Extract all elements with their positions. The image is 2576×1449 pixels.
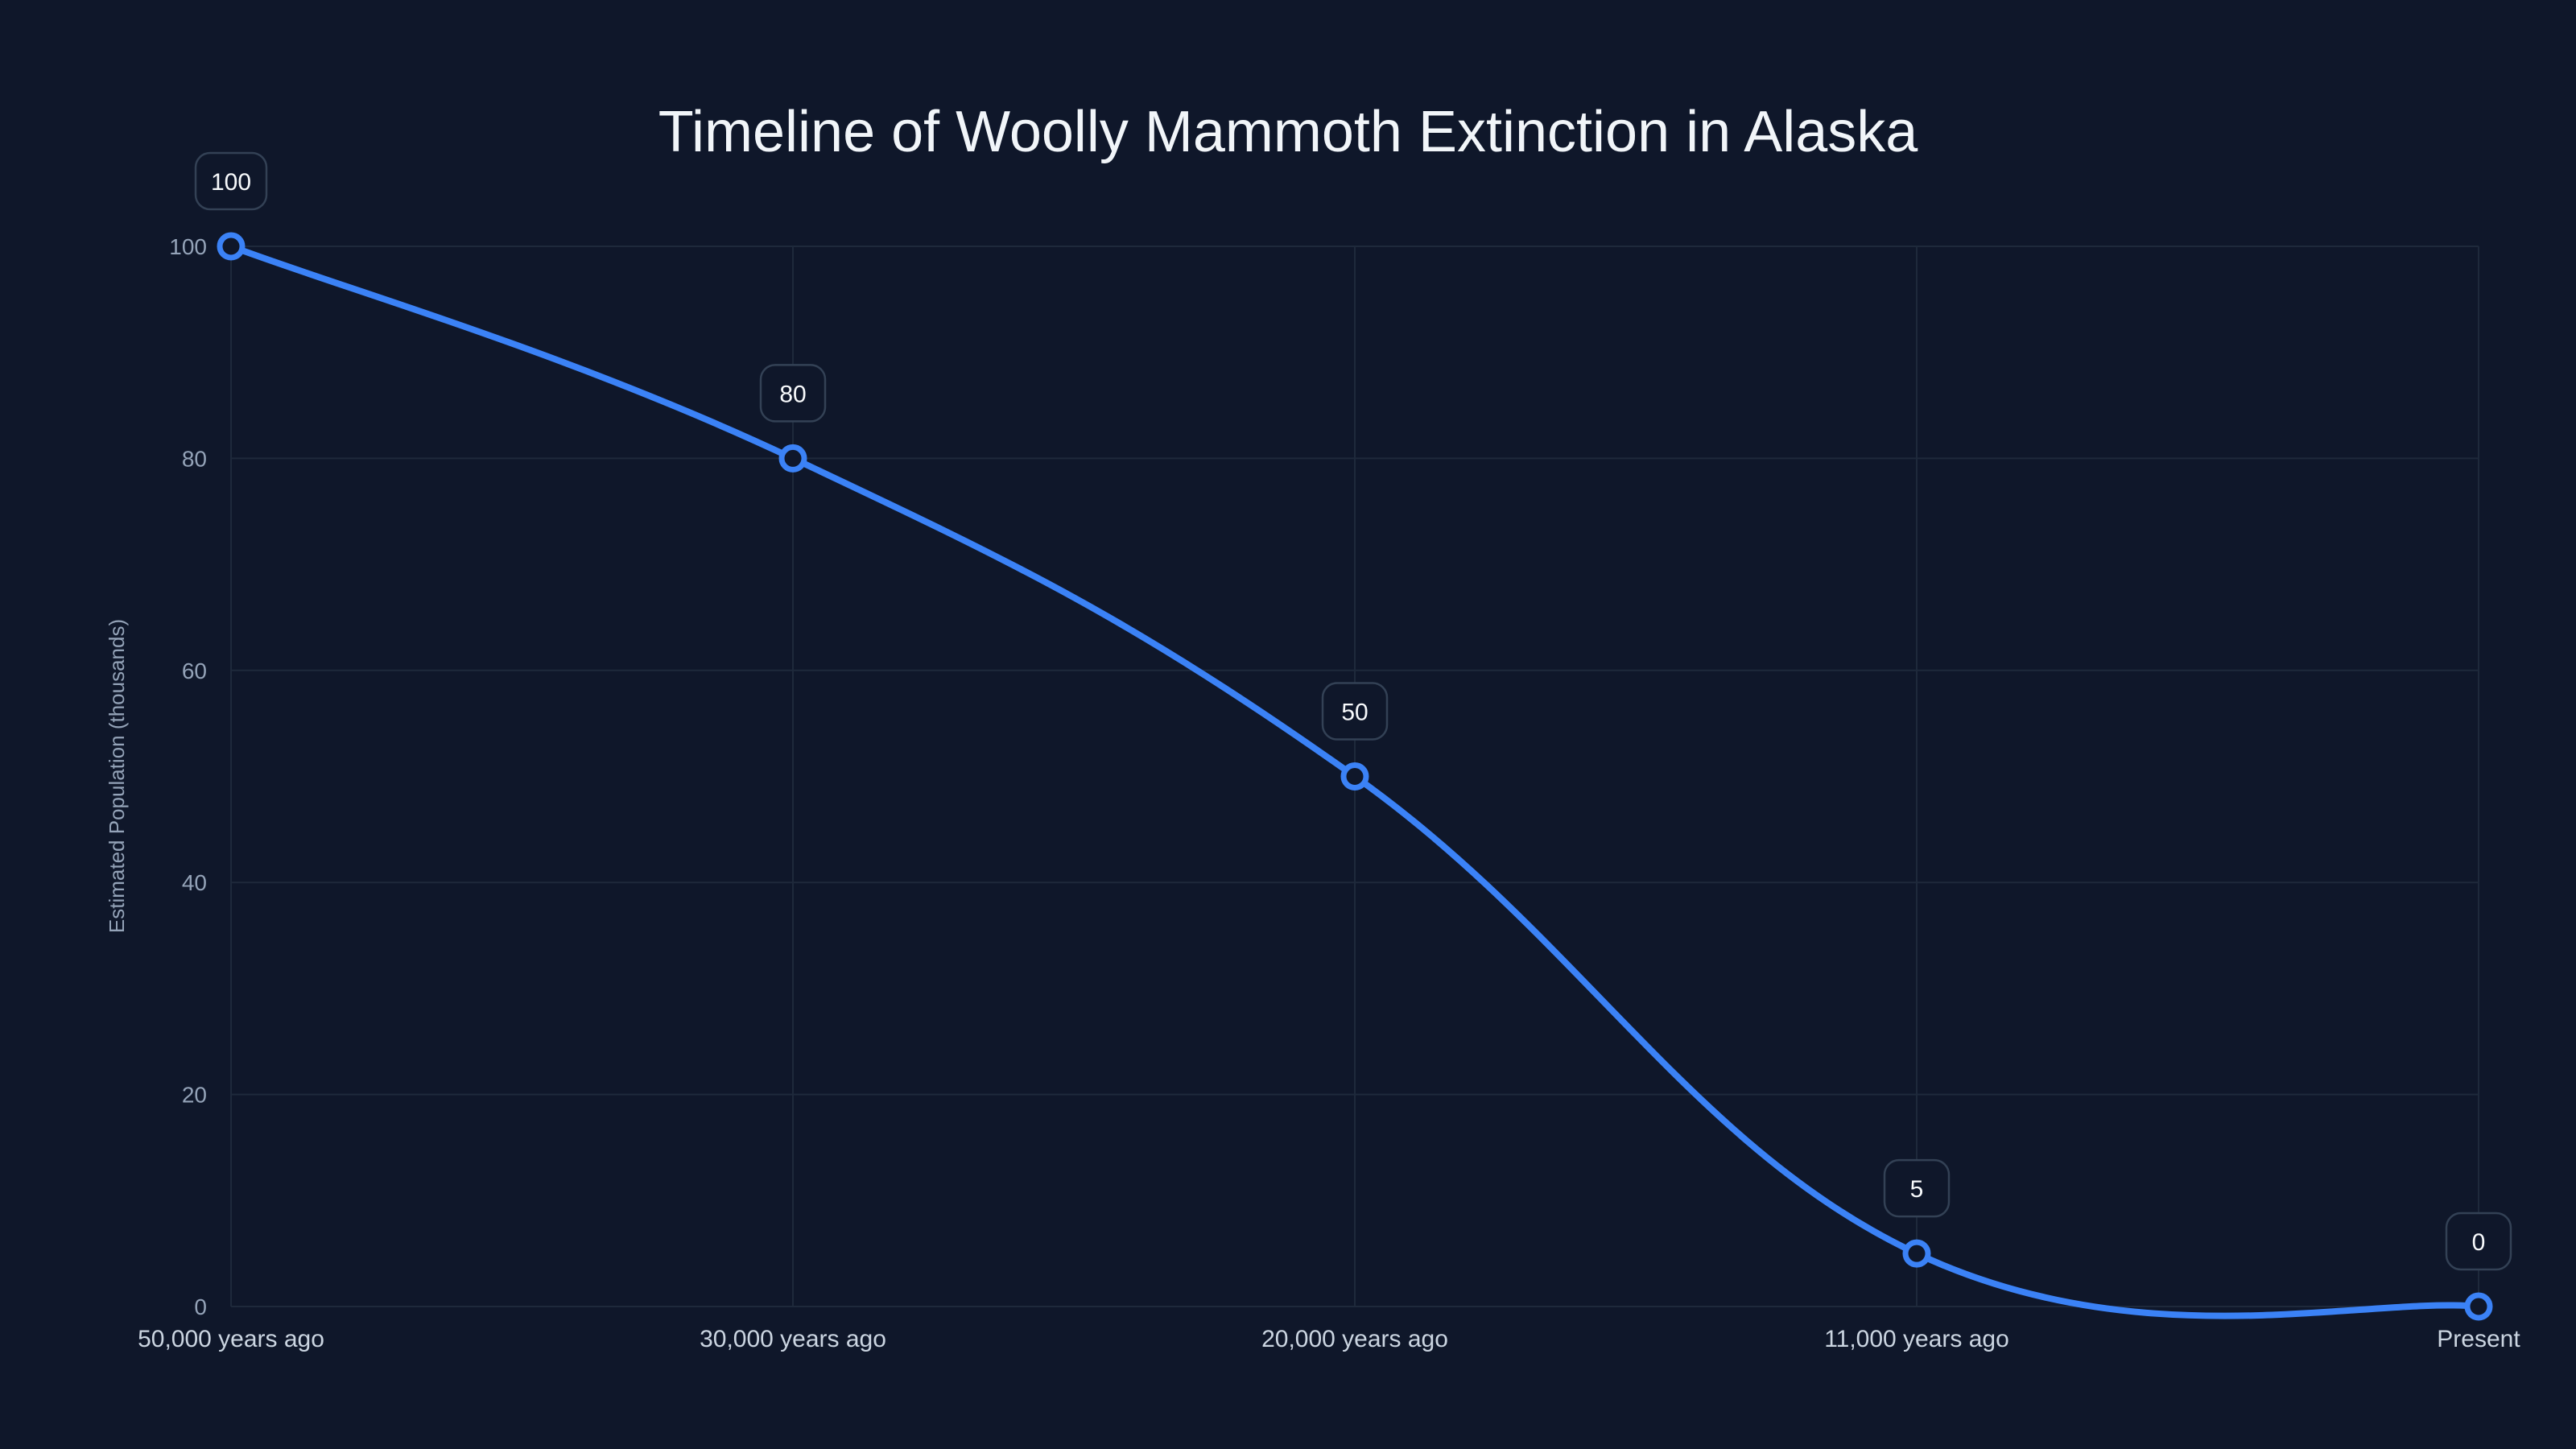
data-point-marker [778, 444, 807, 473]
y-axis-ticks: 0 20 40 60 80 100 [169, 234, 207, 1319]
gridlines [230, 246, 2479, 1307]
x-tick-label: 20,000 years ago [1261, 1326, 1448, 1352]
data-label-box [2445, 1212, 2512, 1271]
y-tick-label: 60 [182, 658, 207, 683]
data-point-marker [217, 232, 246, 261]
y-tick-label: 100 [169, 234, 207, 259]
x-tick-label: 50,000 years ago [138, 1326, 324, 1352]
data-label-box [759, 364, 827, 423]
x-tick-label: 11,000 years ago [1824, 1326, 2009, 1352]
data-label-box [1883, 1158, 1951, 1218]
data-label-box [1321, 682, 1389, 741]
y-tick-label: 20 [182, 1083, 207, 1108]
data-label-text: 50 [1341, 700, 1368, 726]
y-tick-label: 80 [182, 446, 207, 471]
y-axis-label: Estimated Population (thousands) [105, 619, 129, 933]
x-tick-label: 30,000 years ago [700, 1326, 886, 1352]
data-label-text: 0 [2472, 1229, 2486, 1256]
y-tick-label: 40 [182, 870, 207, 895]
data-point-marker [1902, 1239, 1931, 1268]
data-point-marker [1340, 762, 1369, 791]
data-point-marker [2464, 1292, 2493, 1321]
data-points [217, 232, 2493, 1321]
y-tick-label: 0 [194, 1294, 207, 1319]
x-tick-label: Present [2437, 1326, 2520, 1352]
chart-title: Timeline of Woolly Mammoth Extinction in… [658, 100, 1919, 164]
data-label-text: 80 [779, 381, 806, 407]
data-label-text: 100 [211, 169, 251, 196]
data-label-box [194, 151, 268, 211]
data-label-text: 5 [1910, 1176, 1924, 1203]
x-axis-ticks: 50,000 years ago 30,000 years ago 20,000 y… [138, 1326, 2520, 1352]
